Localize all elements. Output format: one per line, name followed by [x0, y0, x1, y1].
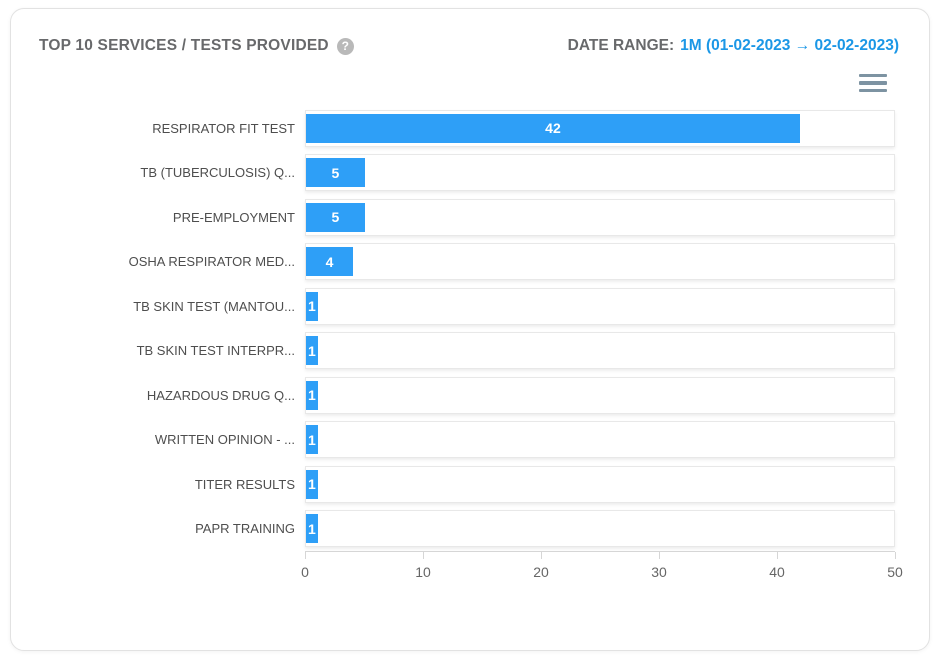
chart-header-left: TOP 10 SERVICES / TESTS PROVIDED ? [39, 37, 354, 55]
chart-header: TOP 10 SERVICES / TESTS PROVIDED ? DATE … [39, 37, 899, 55]
bar-track: 5 [305, 154, 895, 192]
bar-track: 5 [305, 198, 895, 236]
chart-row: PAPR TRAINING 1 [39, 507, 895, 552]
x-axis-tick-mark [659, 552, 660, 559]
category-label: HAZARDOUS DRUG Q... [146, 387, 295, 403]
bar-value-label: 5 [331, 164, 340, 181]
bar-value-label: 1 [307, 298, 316, 315]
bar-value-label: 1 [307, 431, 316, 448]
category-label: PAPR TRAINING [195, 521, 295, 537]
bar-track: 1 [305, 465, 895, 503]
hamburger-icon-line [859, 73, 887, 78]
bar[interactable]: 4 [306, 247, 354, 277]
category-label: RESPIRATOR FIT TEST [152, 120, 295, 136]
bar-value-label: 1 [307, 342, 316, 359]
bar-track: 1 [305, 376, 895, 414]
bar-track: 1 [305, 421, 895, 459]
x-axis-tick-label: 30 [651, 564, 667, 580]
chart-row: TB SKIN TEST (MANTOU... 1 [39, 284, 895, 329]
x-axis-tick-mark [541, 552, 542, 559]
x-axis-tick-label: 20 [533, 564, 549, 580]
x-axis-tick-mark [777, 552, 778, 559]
chart-row: PRE-EMPLOYMENT 5 [39, 195, 895, 240]
bar-value-label: 1 [307, 476, 316, 493]
x-axis: 0 10 20 30 40 50 [301, 551, 903, 587]
x-axis-spacer [39, 551, 305, 587]
chart-row: RESPIRATOR FIT TEST 42 [39, 106, 895, 151]
chart-context-menu-button[interactable] [859, 71, 889, 95]
chart-row: TITER RESULTS 1 [39, 462, 895, 507]
chart-row: OSHA RESPIRATOR MED... 4 [39, 240, 895, 285]
chart-rows: RESPIRATOR FIT TEST 42 TB (TUBERCULOSIS) Q… [39, 106, 895, 551]
bar-value-label: 1 [307, 387, 316, 404]
chart-row: WRITTEN OPINION - ... 1 [39, 418, 895, 463]
category-label: OSHA RESPIRATOR MED... [128, 254, 295, 270]
bar[interactable]: 1 [306, 380, 318, 410]
category-label: TITER RESULTS [194, 476, 295, 492]
category-label: TB SKIN TEST INTERPR... [136, 343, 295, 359]
bar-track: 1 [305, 287, 895, 325]
bar-value-label: 42 [545, 120, 561, 137]
bar-track: 4 [305, 243, 895, 281]
hamburger-icon-line [859, 81, 887, 85]
category-label: WRITTEN OPINION - ... [154, 432, 295, 448]
x-axis-tick-label: 0 [301, 564, 309, 580]
category-label: TB SKIN TEST (MANTOU... [133, 298, 295, 314]
bar-value-label: 4 [325, 253, 334, 270]
bar-value-label: 5 [331, 209, 340, 226]
date-range: DATE RANGE: 1M (01-02-2023 → 02-02-2023) [568, 37, 899, 55]
bar-track: 42 [305, 109, 895, 147]
bar[interactable]: 5 [306, 158, 365, 188]
bar[interactable]: 1 [306, 291, 318, 321]
x-axis-tick-mark [423, 552, 424, 559]
chart-title: TOP 10 SERVICES / TESTS PROVIDED [39, 37, 329, 54]
bar-chart: RESPIRATOR FIT TEST 42 TB (TUBERCULOSIS) Q… [39, 106, 903, 587]
help-icon[interactable]: ? [336, 37, 354, 55]
date-range-label: DATE RANGE: [567, 37, 675, 54]
x-axis-tick-label: 40 [769, 564, 785, 580]
x-axis-tick-label: 50 [887, 564, 903, 580]
bar[interactable]: 42 [306, 113, 800, 143]
x-axis-row: 0 10 20 30 40 50 [39, 551, 903, 587]
chart-card: TOP 10 SERVICES / TESTS PROVIDED ? DATE … [10, 8, 930, 651]
chart-row: TB SKIN TEST INTERPR... 1 [39, 329, 895, 374]
chart-row: TB (TUBERCULOSIS) Q... 5 [39, 151, 895, 196]
bar-track: 1 [305, 510, 895, 548]
x-axis-tick-label: 10 [415, 564, 431, 580]
chart-row: HAZARDOUS DRUG Q... 1 [39, 373, 895, 418]
date-range-value: 1M (01-02-2023 → 02-02-2023) [680, 37, 899, 54]
x-axis-tick-mark [895, 552, 896, 559]
bar[interactable]: 1 [306, 336, 318, 366]
bar-value-label: 1 [307, 520, 316, 537]
hamburger-icon-line [859, 88, 887, 93]
x-axis-tick-mark [305, 552, 306, 559]
category-label: PRE-EMPLOYMENT [172, 209, 295, 225]
category-label: TB (TUBERCULOSIS) Q... [140, 165, 295, 181]
bar-track: 1 [305, 332, 895, 370]
bar[interactable]: 1 [306, 425, 318, 455]
bar[interactable]: 5 [306, 202, 365, 232]
bar[interactable]: 1 [306, 469, 318, 499]
bar[interactable]: 1 [306, 514, 318, 544]
